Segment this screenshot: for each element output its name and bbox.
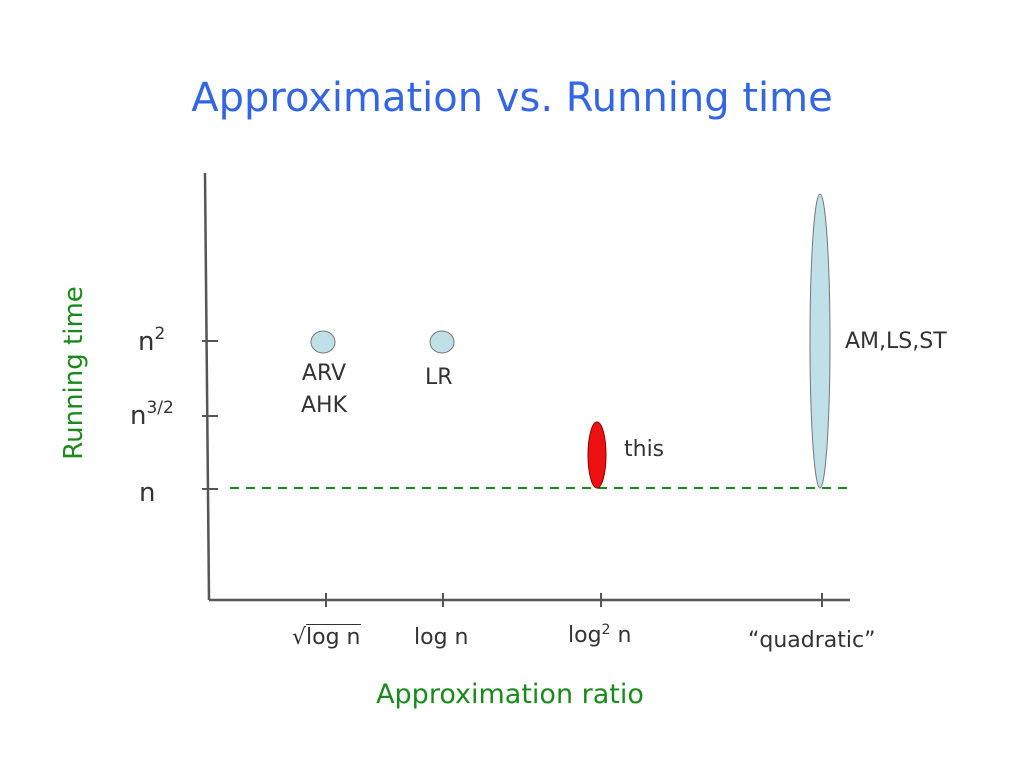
this-result-ellipse	[587, 421, 607, 489]
y-tick-label-n: n	[139, 478, 155, 508]
x-tick-rest: n	[610, 623, 632, 648]
x-tick-label-log-n: log n	[414, 623, 468, 653]
x-tick-base: log	[568, 623, 602, 648]
y-axis-line	[203, 172, 211, 601]
x-axis-label: Approximation ratio	[376, 679, 644, 710]
label-line: AHK	[301, 393, 348, 418]
x-tick-text: log n	[306, 624, 361, 650]
y-tick-base: n	[139, 478, 156, 508]
label-line: ARV	[301, 361, 347, 386]
this-label: this	[624, 435, 664, 465]
label-line: this	[624, 437, 665, 462]
y-tick-label-n2: n2	[138, 324, 166, 360]
am-ls-st-label: AM,LS,ST	[845, 327, 947, 357]
am-ls-st-ellipse	[809, 193, 831, 489]
arv-ahk-bubble	[310, 330, 336, 354]
y-tick-exponent: 3/2	[146, 398, 174, 418]
y-tick-base: n	[130, 401, 147, 431]
x-tick-label-quadratic: “quadratic”	[748, 626, 876, 656]
y-tick-exponent: 2	[154, 324, 166, 344]
sqrt-symbol: √	[292, 625, 307, 650]
slide-title: Approximation vs. Running time	[191, 75, 833, 121]
label-line: AM,LS,ST	[845, 329, 947, 354]
x-tick-label-log2-n: log2 n	[568, 621, 631, 653]
x-tick-text: “quadratic”	[748, 628, 876, 653]
x-tick-label-sqrt-log-n: √log n	[292, 623, 361, 653]
x-tick-text: log n	[414, 625, 469, 650]
lr-bubble	[429, 330, 455, 354]
x-tick-exponent: 2	[601, 622, 611, 638]
label-line: LR	[425, 365, 453, 390]
y-tick-label-n32: n3/2	[130, 398, 174, 434]
y-tick-base: n	[138, 327, 155, 357]
lr-label: LR	[425, 363, 453, 393]
arv-ahk-label: ARV AHK	[301, 358, 347, 422]
